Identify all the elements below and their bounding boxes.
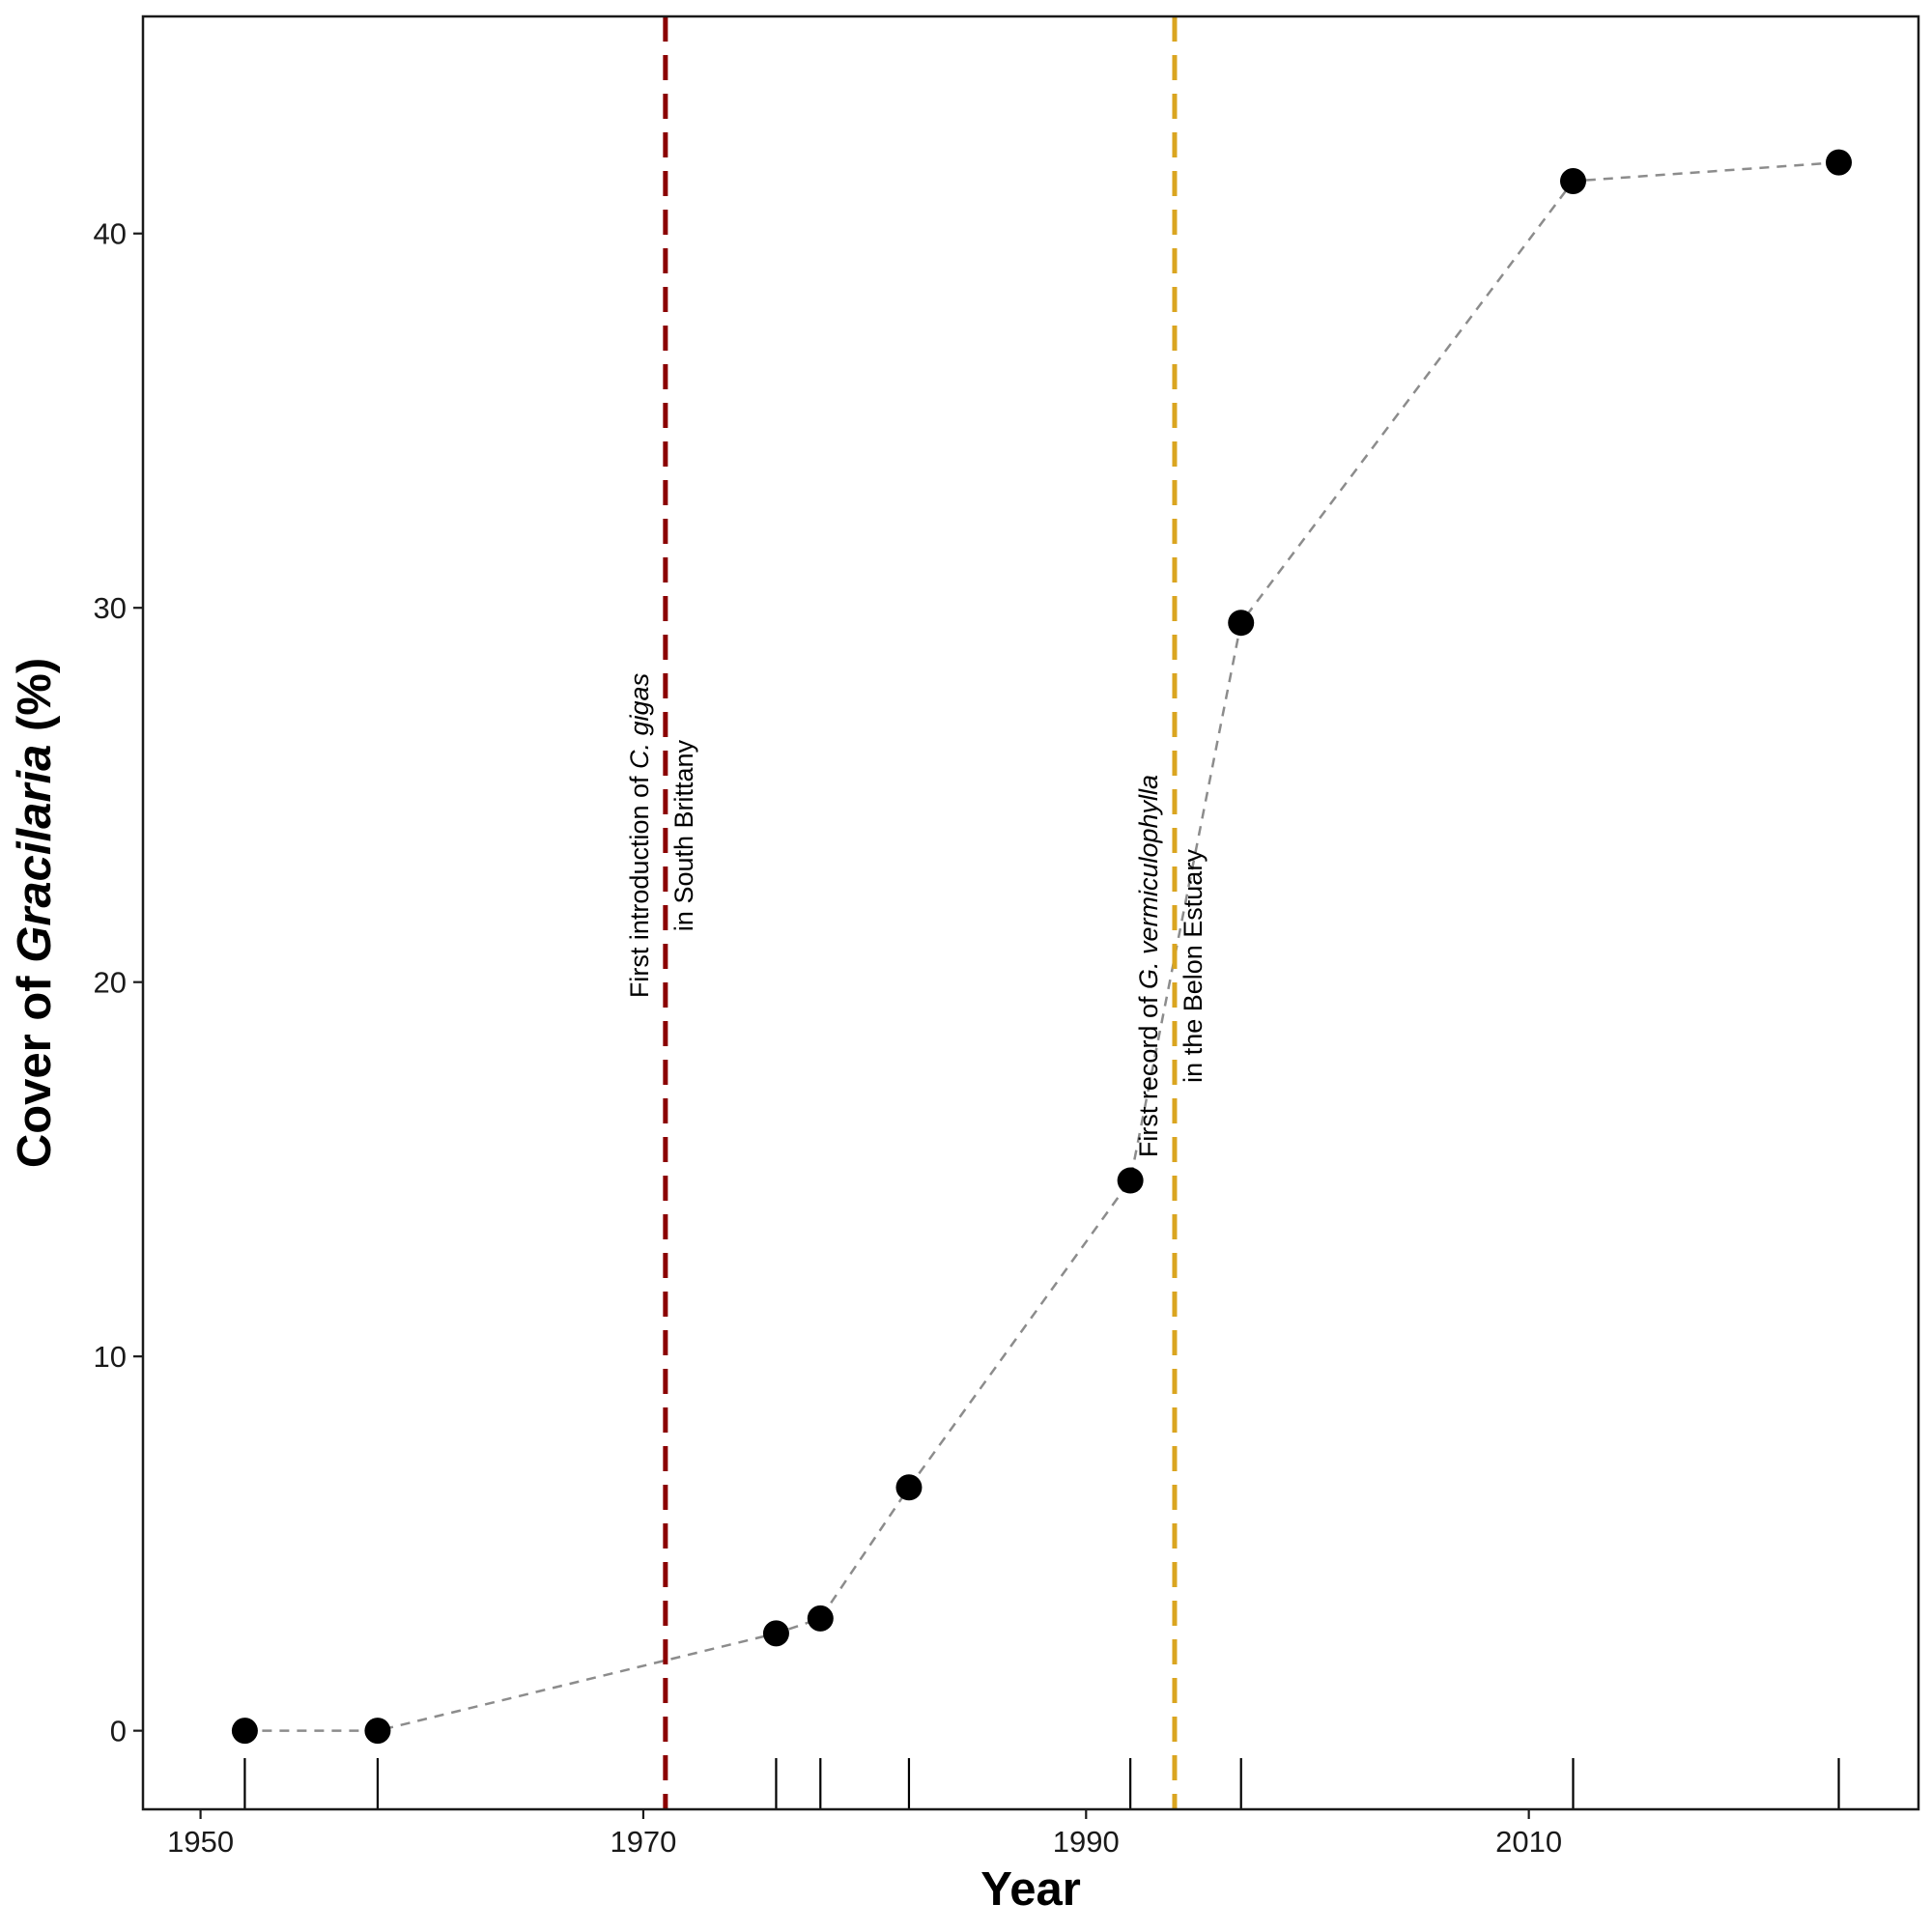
data-point [364, 1718, 391, 1745]
annotation-2-line1: First record of G. vermiculophylla [1134, 775, 1163, 1157]
y-tick-label: 20 [94, 966, 127, 1000]
y-tick-label: 40 [94, 217, 127, 251]
annotation-2-line2: in the Belon Estuary [1179, 849, 1208, 1083]
x-tick-label: 1990 [1053, 1825, 1120, 1859]
points-group [231, 149, 1852, 1745]
annotation-1-line1: First introduction of C. gigas [625, 673, 654, 998]
x-axis-title: Year [980, 1863, 1081, 1916]
data-point [762, 1620, 789, 1647]
plot-border [141, 14, 1920, 1811]
y-tick-label: 0 [110, 1715, 127, 1748]
x-tick-label: 1950 [167, 1825, 234, 1859]
annotation-1-line2: in South Brittany [669, 739, 698, 931]
x-axis: 1950 1970 1990 2010 [167, 1809, 1562, 1859]
y-axis-title: Cover of Gracilaria (%) [9, 658, 61, 1168]
data-point [1228, 610, 1255, 637]
data-point [1117, 1167, 1144, 1194]
y-axis: 0 10 20 30 40 [94, 217, 143, 1748]
plot-background [143, 16, 1918, 1809]
y-tick-label: 10 [94, 1340, 127, 1374]
data-point [807, 1605, 834, 1632]
rug-ticks-group [243, 1758, 1840, 1809]
x-tick-label: 1970 [610, 1825, 676, 1859]
data-point [231, 1718, 258, 1745]
y-tick-label: 30 [94, 591, 127, 625]
x-tick-label: 2010 [1495, 1825, 1562, 1859]
data-point [1559, 167, 1586, 194]
data-point [1825, 149, 1852, 176]
reference-lines-group [663, 16, 1178, 1809]
annotations-group: First introduction of C. gigas in South B… [625, 673, 1208, 1157]
data-point [895, 1474, 923, 1501]
